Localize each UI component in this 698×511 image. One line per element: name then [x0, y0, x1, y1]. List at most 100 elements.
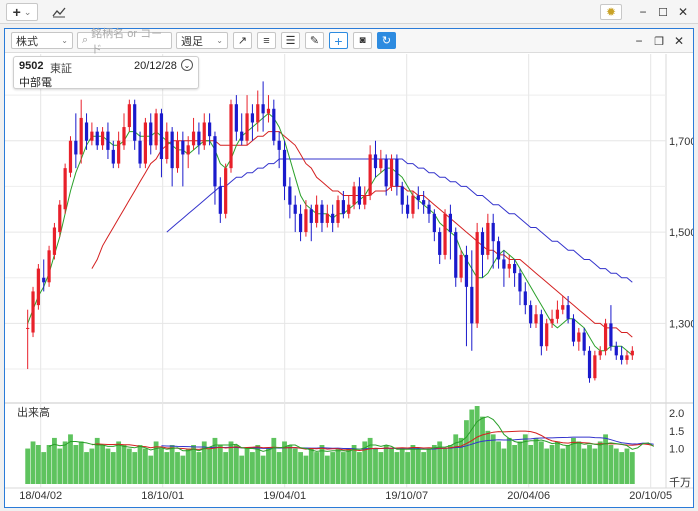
- candle-body: [571, 318, 576, 342]
- volume-bar: [169, 445, 175, 484]
- volume-bar: [57, 448, 63, 484]
- candle-body: [79, 117, 83, 155]
- volume-bar: [191, 445, 196, 484]
- camera-icon[interactable]: ◙: [353, 32, 372, 49]
- symbol-search-input[interactable]: ⌕ 銘柄名 or コード: [77, 28, 172, 56]
- candle-body: [400, 186, 404, 205]
- volume-bar: [330, 452, 336, 484]
- volume-bar: [159, 448, 164, 484]
- candle-body: [149, 122, 153, 146]
- volume-bar: [367, 437, 373, 484]
- candle-body: [133, 104, 137, 141]
- search-placeholder: 銘柄名 or コード: [91, 27, 163, 56]
- volume-bar: [73, 445, 79, 484]
- candle-body: [36, 268, 40, 306]
- symbol-name: 中部電: [19, 77, 52, 89]
- candle-body: [84, 122, 89, 141]
- candle-body: [587, 350, 592, 379]
- candle-body: [529, 305, 533, 324]
- candlesticks: [26, 81, 634, 383]
- volume-bar: [340, 452, 346, 484]
- candle-body: [341, 200, 345, 214]
- volume-bar: [522, 434, 528, 484]
- chevron-down-icon: ⌄: [61, 36, 68, 45]
- volume-bar: [512, 445, 518, 484]
- refresh-icon[interactable]: ↻: [377, 32, 396, 49]
- app-toolbar: + ⌄ ✹ − ☐ ✕: [0, 0, 698, 24]
- candle-body: [534, 314, 538, 324]
- settings-icon[interactable]: ✹: [600, 4, 622, 20]
- volume-bar: [581, 448, 587, 484]
- add-menu-button[interactable]: + ⌄: [6, 3, 38, 21]
- volume-bar: [180, 455, 186, 484]
- candle-body: [630, 350, 634, 356]
- volume-bar: [62, 441, 68, 484]
- candle-body: [293, 204, 297, 214]
- volume-bar: [549, 445, 555, 484]
- volume-bar: [437, 441, 443, 484]
- candle-body: [175, 140, 180, 169]
- fib-lines-icon[interactable]: ☰: [281, 32, 300, 49]
- volume-bar: [592, 448, 598, 484]
- volume-moving-averages: [48, 416, 654, 452]
- close-window-button[interactable]: ✕: [677, 5, 689, 19]
- volume-bar: [533, 437, 539, 484]
- candle-body: [448, 213, 452, 233]
- chart-restore-button[interactable]: ❐: [654, 35, 664, 48]
- volume-bar: [164, 452, 170, 484]
- candle-body: [282, 149, 287, 187]
- volume-bar: [84, 452, 89, 484]
- candle-body: [95, 131, 99, 146]
- volume-bar: [153, 441, 159, 484]
- volume-bar: [250, 452, 255, 484]
- horizontal-lines-icon[interactable]: ≡: [257, 32, 276, 49]
- candle-body: [555, 309, 560, 319]
- volume-bar: [362, 441, 368, 484]
- market-select-value: 株式: [16, 35, 38, 48]
- candle-body: [373, 154, 378, 169]
- volume-bar: [485, 430, 491, 484]
- candle-body: [52, 227, 57, 255]
- volume-bar: [314, 452, 320, 484]
- volume-bar: [587, 445, 592, 484]
- volume-bar: [346, 448, 352, 484]
- maximize-window-button[interactable]: ☐: [658, 6, 668, 19]
- volume-bar: [555, 441, 560, 484]
- volume-bar: [490, 434, 496, 484]
- chart-minimize-button[interactable]: −: [635, 34, 643, 48]
- date-tick-label: 18/04/02: [19, 490, 62, 502]
- volume-bar: [148, 455, 154, 484]
- volume-bar: [410, 445, 416, 484]
- volume-bar: [298, 452, 303, 484]
- candle-body: [117, 140, 121, 164]
- period-select[interactable]: 週足 ⌄: [176, 32, 228, 49]
- candle-body: [245, 113, 249, 141]
- chevron-down-icon[interactable]: ⌄: [181, 59, 193, 71]
- volume-bar: [46, 445, 52, 484]
- minimize-window-button[interactable]: −: [639, 5, 647, 19]
- volume-bar: [613, 448, 619, 484]
- candle-body: [256, 104, 260, 123]
- candle-body: [502, 259, 506, 269]
- volume-bar: [501, 448, 507, 484]
- volume-bar: [565, 445, 571, 484]
- market-select[interactable]: 株式 ⌄: [11, 32, 73, 49]
- candle-body: [58, 204, 62, 233]
- candle-body: [315, 204, 319, 223]
- candle-body: [363, 195, 367, 205]
- volume-bar: [447, 445, 453, 484]
- chart-toolbar: 株式 ⌄ ⌕ 銘柄名 or コード 週足 ⌄ ↗ ≡ ☰ ✎ + ◙ ↻ − ❐…: [5, 28, 693, 56]
- volume-bar: [287, 445, 293, 484]
- crosshair-icon[interactable]: +: [329, 32, 348, 49]
- volume-unit-label: 千万: [669, 476, 691, 489]
- ma-short-line: [27, 112, 633, 356]
- candle-body: [165, 131, 169, 160]
- chart-menu-button[interactable]: [49, 3, 69, 21]
- chart-canvas[interactable]: 1,700 1,500 1,300 18/04/02 18/10/01 19/04/01 1…: [5, 54, 693, 508]
- pen-icon[interactable]: ✎: [305, 32, 324, 49]
- period-select-value: 週足: [181, 35, 203, 48]
- chart-close-button[interactable]: ✕: [673, 34, 685, 48]
- trend-line-icon[interactable]: ↗: [233, 32, 252, 49]
- candle-body: [405, 204, 410, 214]
- volume-bar: [223, 452, 229, 484]
